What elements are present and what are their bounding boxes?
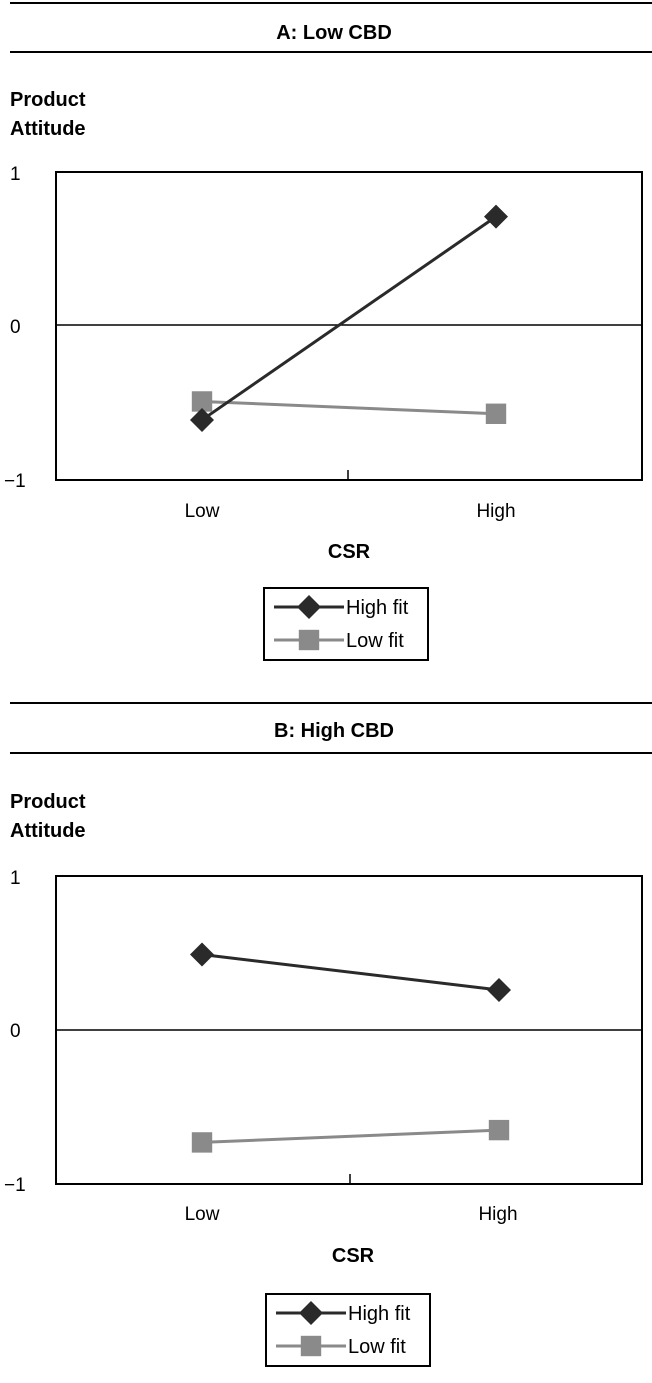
legend-label: Low fit: [348, 1336, 406, 1358]
data-point-high-fit-high: [487, 977, 511, 1002]
panel-b-ytick-minus1: −1: [4, 1175, 26, 1196]
panel-b-title: B: High CBD: [274, 720, 394, 742]
legend-marker-diamond: [297, 595, 321, 619]
panel-b-xtick-high: High: [478, 1204, 517, 1225]
panel-a-ylabel-line1: Product: [10, 89, 86, 111]
panel-a-xlabel: CSR: [328, 541, 371, 563]
panel-a-legend-items: High fit Low fit: [274, 595, 409, 652]
panel-a-ylabel-line2: Attitude: [10, 118, 86, 140]
legend-label: High fit: [346, 597, 409, 619]
legend-label: Low fit: [346, 630, 404, 652]
panel-b-ytick-1: 1: [10, 868, 21, 889]
legend-marker-square: [298, 629, 320, 651]
panel-b-xtick-low: Low: [185, 1204, 220, 1225]
legend-label: High fit: [348, 1303, 411, 1325]
series-line-high-fit: [201, 215, 497, 422]
panel-a-xtick-high: High: [476, 501, 515, 522]
panel-a-ytick-0: 0: [10, 317, 21, 338]
data-point-low-fit-low: [191, 1132, 213, 1153]
panel-b-ylabel-line2: Attitude: [10, 820, 86, 842]
panel-b-ylabel-line1: Product: [10, 791, 86, 813]
series-line-low-fit: [201, 399, 497, 416]
legend-marker-square: [300, 1335, 322, 1357]
data-point-low-fit-high: [485, 403, 507, 424]
data-point-high-fit-low: [190, 407, 214, 432]
panel-b-legend-items: High fit Low fit: [276, 1301, 411, 1358]
panel-b: B: High CBD Product Attitude 1 0 −1 Low …: [4, 702, 652, 1367]
panel-b-series: [190, 942, 511, 1153]
panel-b-ytick-0: 0: [10, 1021, 21, 1042]
data-point-low-fit-low: [191, 391, 213, 412]
panel-a-legend: [263, 587, 429, 661]
panel-a-ytick-minus1: −1: [4, 471, 26, 492]
data-point-high-fit-low: [190, 942, 214, 967]
panel-a-ytick-1: 1: [10, 164, 21, 185]
panel-a-title: A: Low CBD: [276, 22, 392, 44]
legend-marker-diamond: [299, 1301, 323, 1325]
panel-a-plot-area: [55, 171, 643, 481]
panel-a-series: [190, 204, 508, 432]
panel-b-legend: [265, 1293, 431, 1367]
panel-b-xlabel: CSR: [332, 1245, 375, 1267]
panel-a: A: Low CBD Product Attitude 1 0 −1 Low H…: [4, 2, 652, 661]
data-point-high-fit-high: [484, 204, 508, 229]
data-point-low-fit-high: [488, 1119, 510, 1141]
panel-a-xtick-low: Low: [185, 501, 220, 522]
series-line-high-fit: [201, 953, 500, 992]
series-line-low-fit: [201, 1128, 500, 1144]
